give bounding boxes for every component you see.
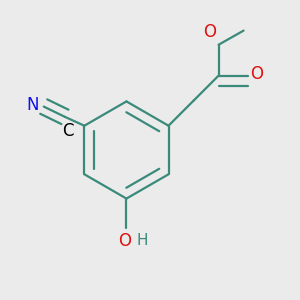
Text: O: O [203, 23, 216, 41]
Text: O: O [118, 232, 131, 250]
Text: H: H [136, 233, 148, 248]
Text: O: O [250, 65, 263, 83]
Text: N: N [27, 96, 39, 114]
Text: C: C [62, 122, 74, 140]
